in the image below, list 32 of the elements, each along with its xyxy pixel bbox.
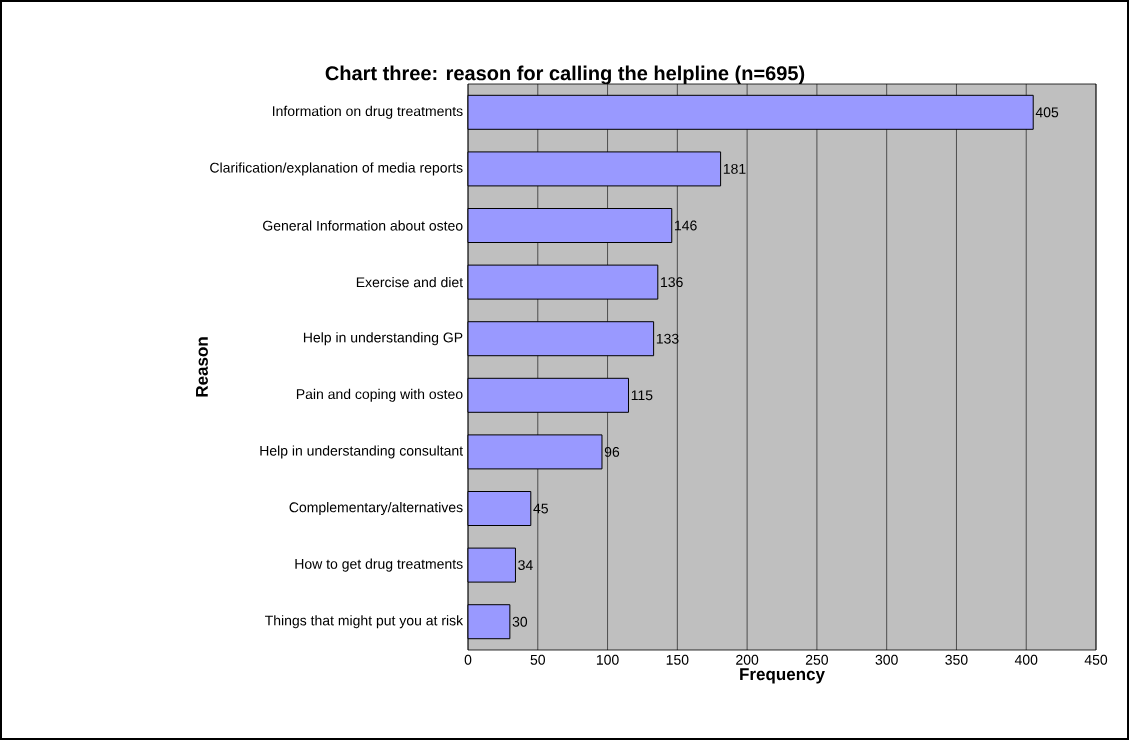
data-label: 181 — [723, 163, 746, 174]
data-label: 136 — [661, 277, 683, 288]
x-tick-label: 450 — [1084, 654, 1108, 665]
x-tick-label: 250 — [805, 654, 829, 665]
data-label: 34 — [518, 560, 533, 571]
y-tick-label: Clarification/explanation of media reports — [210, 162, 463, 176]
x-tick-label: 350 — [945, 654, 968, 665]
x-tick-label: 50 — [530, 654, 546, 665]
y-tick-label: Pain and coping with osteo — [296, 388, 463, 402]
x-tick-label: 150 — [666, 654, 689, 665]
x-tick-label: 0 — [464, 654, 472, 665]
y-tick-label: General Information about osteo — [263, 220, 463, 231]
chart-title: Chart three: reason for calling the helpline (n=695) — [325, 65, 805, 85]
data-label: 133 — [656, 333, 679, 344]
data-label: 115 — [631, 390, 653, 401]
data-label: 146 — [675, 220, 697, 231]
y-tick-label: How to get drug treatments — [295, 558, 463, 572]
data-label: 30 — [512, 616, 528, 627]
data-label: 405 — [1035, 107, 1059, 118]
data-label: 45 — [533, 503, 548, 514]
y-axis-title: Reason — [196, 337, 208, 397]
y-tick-label: Things that might put you at risk — [265, 615, 464, 629]
x-tick-label: 400 — [1014, 654, 1038, 665]
x-axis-title: Frequency — [740, 668, 825, 684]
x-tick-label: 100 — [596, 654, 619, 665]
x-tick-label: 300 — [875, 654, 898, 665]
y-tick-label: Information on drug treatments — [273, 105, 463, 119]
y-tick-label: Exercise and diet — [356, 276, 463, 288]
y-tick-label: Help in understanding consultant — [260, 445, 463, 459]
y-tick-label: Complementary/alternatives — [289, 501, 463, 516]
y-tick-label: Help in understanding GP — [303, 332, 463, 346]
x-tick-label: 200 — [736, 654, 759, 665]
